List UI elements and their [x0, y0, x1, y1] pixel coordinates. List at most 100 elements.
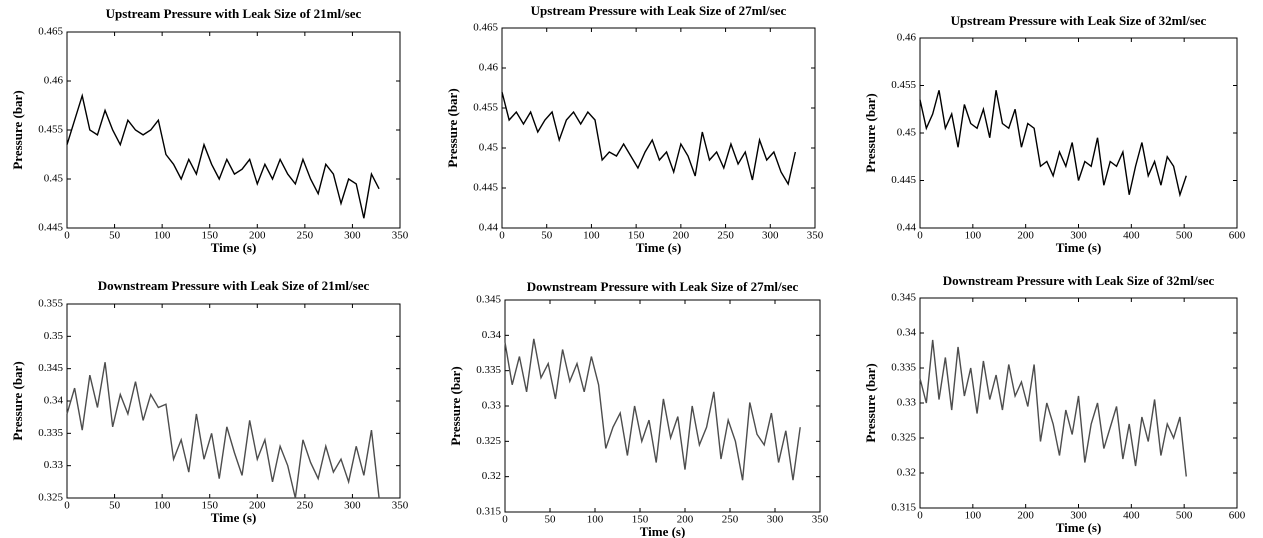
y-tick-label: 0.45: [897, 127, 917, 139]
y-axis-label: Pressure (bar): [445, 88, 460, 167]
y-tick-label: 0.335: [476, 364, 501, 376]
x-tick-label: 0: [917, 510, 923, 522]
x-tick-label: 200: [673, 230, 690, 242]
x-tick-label: 0: [917, 230, 923, 242]
x-tick-label: 600: [1229, 230, 1246, 242]
chart-title: Downstream Pressure with Leak Size of 21…: [98, 278, 370, 293]
y-tick-label: 0.325: [476, 435, 501, 447]
x-tick-label: 0: [502, 514, 508, 526]
x-tick-label: 200: [677, 514, 694, 526]
x-tick-label: 200: [249, 230, 266, 242]
y-tick-label: 0.345: [891, 292, 916, 304]
x-tick-label: 200: [1017, 230, 1034, 242]
y-tick-label: 0.35: [44, 330, 64, 342]
x-tick-label: 250: [717, 230, 734, 242]
x-tick-label: 100: [154, 500, 171, 512]
x-tick-label: 50: [545, 514, 557, 526]
x-tick-label: 300: [762, 230, 779, 242]
x-tick-label: 300: [344, 230, 361, 242]
y-tick-label: 0.46: [479, 62, 499, 74]
x-tick-label: 500: [1176, 230, 1193, 242]
x-tick-label: 250: [297, 500, 314, 512]
y-tick-label: 0.345: [476, 294, 501, 306]
y-tick-label: 0.335: [891, 362, 916, 374]
x-tick-label: 150: [628, 230, 645, 242]
x-tick-label: 100: [965, 510, 982, 522]
x-axis-label: Time (s): [640, 524, 686, 538]
plot-frame: [501, 27, 816, 229]
plot-frame: [66, 303, 401, 499]
x-tick-label: 250: [297, 230, 314, 242]
y-tick-label: 0.34: [482, 329, 502, 341]
x-tick-label: 100: [583, 230, 600, 242]
x-tick-label: 50: [109, 230, 121, 242]
plot-frame: [66, 31, 401, 229]
y-tick-label: 0.455: [891, 79, 916, 91]
chart-title: Upstream Pressure with Leak Size of 27ml…: [531, 3, 787, 18]
y-tick-label: 0.465: [38, 26, 63, 38]
x-tick-label: 300: [767, 514, 784, 526]
y-tick-label: 0.355: [38, 298, 63, 310]
x-tick-label: 400: [1123, 510, 1140, 522]
chart-title: Downstream Pressure with Leak Size of 32…: [943, 273, 1215, 288]
x-tick-label: 0: [64, 500, 70, 512]
y-tick-label: 0.34: [897, 327, 917, 339]
x-axis-label: Time (s): [211, 510, 257, 525]
y-tick-label: 0.445: [891, 174, 916, 186]
x-tick-label: 400: [1123, 230, 1140, 242]
chart-title: Upstream Pressure with Leak Size of 21ml…: [106, 6, 362, 21]
x-tick-label: 50: [109, 500, 121, 512]
x-tick-label: 350: [812, 514, 829, 526]
chart-panel: Downstream Pressure with Leak Size of 32…: [863, 273, 1246, 535]
x-axis-label: Time (s): [1056, 240, 1102, 255]
y-tick-label: 0.44: [897, 222, 917, 234]
y-tick-label: 0.33: [897, 397, 917, 409]
y-axis-label: Pressure (bar): [863, 93, 878, 172]
y-tick-label: 0.445: [38, 222, 63, 234]
chart-panel: Upstream Pressure with Leak Size of 21ml…: [10, 6, 409, 255]
y-axis-label: Pressure (bar): [10, 90, 25, 169]
plot-frame: [919, 37, 1238, 229]
y-tick-label: 0.325: [38, 492, 63, 504]
data-line: [919, 339, 1187, 477]
y-tick-label: 0.445: [473, 182, 498, 194]
x-tick-label: 0: [64, 230, 70, 242]
y-tick-label: 0.44: [479, 222, 499, 234]
y-tick-label: 0.335: [38, 427, 63, 439]
y-tick-label: 0.46: [44, 75, 64, 87]
x-tick-label: 150: [201, 500, 218, 512]
data-line: [919, 90, 1187, 198]
y-tick-label: 0.34: [44, 395, 64, 407]
x-tick-label: 500: [1176, 510, 1193, 522]
chart-panel: Downstream Pressure with Leak Size of 27…: [448, 279, 829, 538]
chart-title: Downstream Pressure with Leak Size of 27…: [527, 279, 799, 294]
x-tick-label: 600: [1229, 510, 1246, 522]
x-tick-label: 100: [154, 230, 171, 242]
data-line: [66, 92, 380, 219]
y-axis-label: Pressure (bar): [863, 363, 878, 442]
x-tick-label: 50: [541, 230, 553, 242]
y-tick-label: 0.33: [44, 459, 64, 471]
y-tick-label: 0.33: [482, 400, 502, 412]
y-tick-label: 0.345: [38, 362, 63, 374]
y-axis-label: Pressure (bar): [448, 366, 463, 445]
x-tick-label: 350: [392, 230, 409, 242]
x-tick-label: 300: [1070, 510, 1087, 522]
data-line: [501, 91, 797, 186]
y-tick-label: 0.45: [479, 142, 499, 154]
y-tick-label: 0.455: [473, 102, 498, 114]
x-tick-label: 350: [807, 230, 824, 242]
x-tick-label: 300: [1070, 230, 1087, 242]
x-axis-label: Time (s): [1056, 520, 1102, 535]
chart-title: Upstream Pressure with Leak Size of 32ml…: [951, 13, 1207, 28]
data-line: [66, 362, 380, 499]
y-tick-label: 0.32: [897, 467, 916, 479]
x-axis-label: Time (s): [636, 240, 682, 255]
y-tick-label: 0.46: [897, 32, 917, 44]
chart-panel: Downstream Pressure with Leak Size of 21…: [10, 278, 409, 525]
y-axis-label: Pressure (bar): [10, 361, 25, 440]
y-tick-label: 0.465: [473, 22, 498, 34]
y-tick-label: 0.32: [482, 470, 501, 482]
